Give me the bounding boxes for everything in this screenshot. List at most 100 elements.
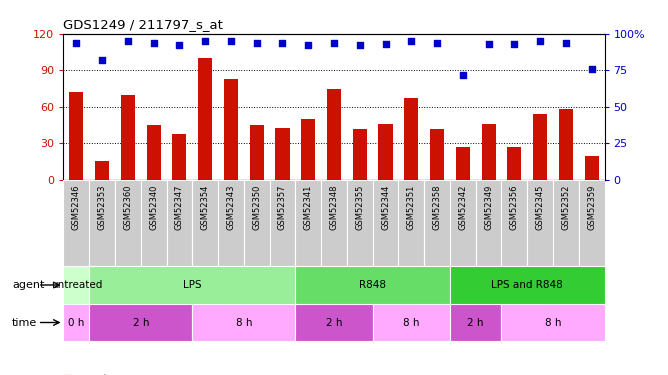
Bar bbox=[295, 266, 450, 304]
Point bbox=[535, 38, 546, 44]
Bar bbox=[166, 180, 192, 266]
Point bbox=[97, 57, 108, 63]
Bar bbox=[270, 180, 295, 266]
Bar bbox=[584, 156, 599, 180]
Point bbox=[560, 39, 571, 45]
Bar bbox=[250, 125, 264, 180]
Bar bbox=[327, 88, 341, 180]
Text: ■: ■ bbox=[63, 374, 74, 375]
Point bbox=[432, 39, 442, 45]
Text: GSM52351: GSM52351 bbox=[407, 184, 415, 230]
Point bbox=[509, 41, 520, 47]
Text: GSM52354: GSM52354 bbox=[200, 184, 210, 230]
Bar bbox=[192, 304, 295, 341]
Point bbox=[277, 39, 288, 45]
Text: GSM52341: GSM52341 bbox=[304, 184, 313, 230]
Text: GSM52340: GSM52340 bbox=[149, 184, 158, 230]
Text: GSM52347: GSM52347 bbox=[175, 184, 184, 230]
Text: GSM52350: GSM52350 bbox=[253, 184, 261, 230]
Bar bbox=[90, 304, 192, 341]
Bar bbox=[69, 92, 84, 180]
Text: GDS1249 / 211797_s_at: GDS1249 / 211797_s_at bbox=[63, 18, 223, 31]
Bar bbox=[275, 128, 289, 180]
Bar bbox=[502, 304, 605, 341]
Bar bbox=[578, 180, 605, 266]
Text: GSM52345: GSM52345 bbox=[536, 184, 544, 230]
Bar bbox=[146, 125, 161, 180]
Point bbox=[148, 39, 159, 45]
Text: GSM52344: GSM52344 bbox=[381, 184, 390, 230]
Point bbox=[380, 41, 391, 47]
Bar bbox=[321, 180, 347, 266]
Bar bbox=[295, 304, 373, 341]
Text: GSM52359: GSM52359 bbox=[587, 184, 596, 230]
Bar bbox=[482, 124, 496, 180]
Bar bbox=[559, 110, 573, 180]
Point bbox=[406, 38, 417, 44]
Text: GSM52355: GSM52355 bbox=[355, 184, 364, 230]
Point bbox=[251, 39, 262, 45]
Bar bbox=[527, 180, 553, 266]
Bar bbox=[90, 180, 115, 266]
Text: 2 h: 2 h bbox=[468, 318, 484, 327]
Point bbox=[174, 42, 185, 48]
Bar bbox=[63, 180, 90, 266]
Text: LPS and R848: LPS and R848 bbox=[492, 280, 563, 290]
Point bbox=[329, 39, 339, 45]
Text: 2 h: 2 h bbox=[326, 318, 342, 327]
Bar bbox=[373, 180, 398, 266]
Bar bbox=[90, 266, 295, 304]
Text: GSM52353: GSM52353 bbox=[98, 184, 107, 230]
Text: time: time bbox=[12, 318, 37, 327]
Point bbox=[483, 41, 494, 47]
Point bbox=[458, 72, 468, 78]
Bar bbox=[192, 180, 218, 266]
Text: 8 h: 8 h bbox=[545, 318, 561, 327]
Text: GSM52342: GSM52342 bbox=[458, 184, 468, 230]
Bar bbox=[553, 180, 578, 266]
Bar bbox=[121, 95, 135, 180]
Text: count: count bbox=[78, 374, 108, 375]
Bar bbox=[244, 180, 270, 266]
Bar bbox=[450, 180, 476, 266]
Point bbox=[587, 66, 597, 72]
Text: untreated: untreated bbox=[51, 280, 102, 290]
Point bbox=[303, 42, 313, 48]
Text: 8 h: 8 h bbox=[236, 318, 252, 327]
Text: LPS: LPS bbox=[183, 280, 202, 290]
Bar bbox=[353, 129, 367, 180]
Bar bbox=[456, 147, 470, 180]
Bar bbox=[95, 160, 109, 180]
Point bbox=[71, 39, 81, 45]
Bar bbox=[373, 304, 450, 341]
Point bbox=[226, 38, 236, 44]
Text: 0 h: 0 h bbox=[68, 318, 85, 327]
Text: 8 h: 8 h bbox=[403, 318, 420, 327]
Text: GSM52343: GSM52343 bbox=[226, 184, 235, 230]
Text: GSM52352: GSM52352 bbox=[561, 184, 570, 230]
Bar bbox=[141, 180, 166, 266]
Bar bbox=[172, 134, 186, 180]
Bar bbox=[63, 304, 90, 341]
Bar bbox=[224, 79, 238, 180]
Bar bbox=[379, 124, 393, 180]
Bar bbox=[424, 180, 450, 266]
Bar bbox=[301, 119, 315, 180]
Text: agent: agent bbox=[12, 280, 44, 290]
Bar bbox=[218, 180, 244, 266]
Text: GSM52346: GSM52346 bbox=[72, 184, 81, 230]
Bar bbox=[507, 147, 522, 180]
Text: GSM52348: GSM52348 bbox=[329, 184, 339, 230]
Bar bbox=[63, 266, 90, 304]
Bar bbox=[398, 180, 424, 266]
Bar bbox=[533, 114, 547, 180]
Text: GSM52349: GSM52349 bbox=[484, 184, 493, 230]
Text: R848: R848 bbox=[359, 280, 386, 290]
Bar bbox=[450, 304, 502, 341]
Text: GSM52358: GSM52358 bbox=[433, 184, 442, 230]
Bar bbox=[502, 180, 527, 266]
Bar bbox=[450, 266, 605, 304]
Text: GSM52357: GSM52357 bbox=[278, 184, 287, 230]
Bar bbox=[430, 129, 444, 180]
Bar bbox=[198, 58, 212, 180]
